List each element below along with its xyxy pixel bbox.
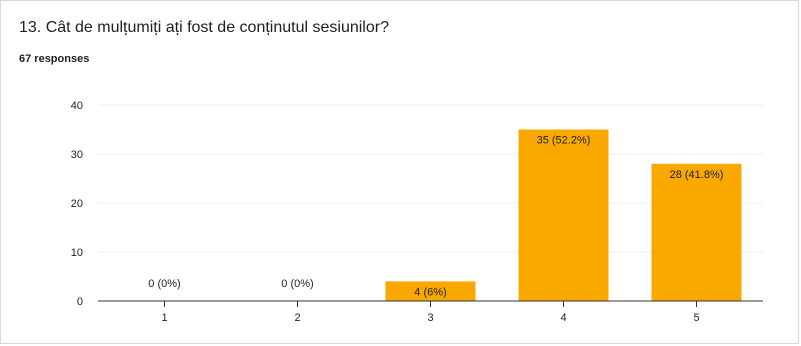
y-tick-label: 20 (71, 198, 83, 210)
data-label: 28 (41.8%) (670, 169, 724, 181)
responses-count: 67 responses (19, 53, 90, 65)
x-tick-label: 2 (294, 312, 300, 324)
bar (385, 281, 476, 301)
x-tick-label: 1 (161, 312, 167, 324)
x-tick-label: 5 (693, 312, 699, 324)
x-tick-label: 3 (427, 312, 433, 324)
y-tick-label: 40 (71, 100, 83, 112)
y-tick-label: 0 (77, 296, 83, 308)
bar (518, 129, 609, 301)
data-label: 4 (6%) (414, 286, 446, 298)
question-title: 13. Cât de mulțumiți ați fost de conținu… (19, 19, 389, 36)
y-tick-label: 10 (71, 247, 83, 259)
data-label: 35 (52.2%) (537, 135, 591, 147)
data-label: 0 (0%) (148, 278, 180, 290)
y-tick-label: 30 (71, 149, 83, 161)
bar (651, 163, 742, 301)
x-tick-label: 4 (560, 312, 566, 324)
data-label: 0 (0%) (281, 278, 313, 290)
